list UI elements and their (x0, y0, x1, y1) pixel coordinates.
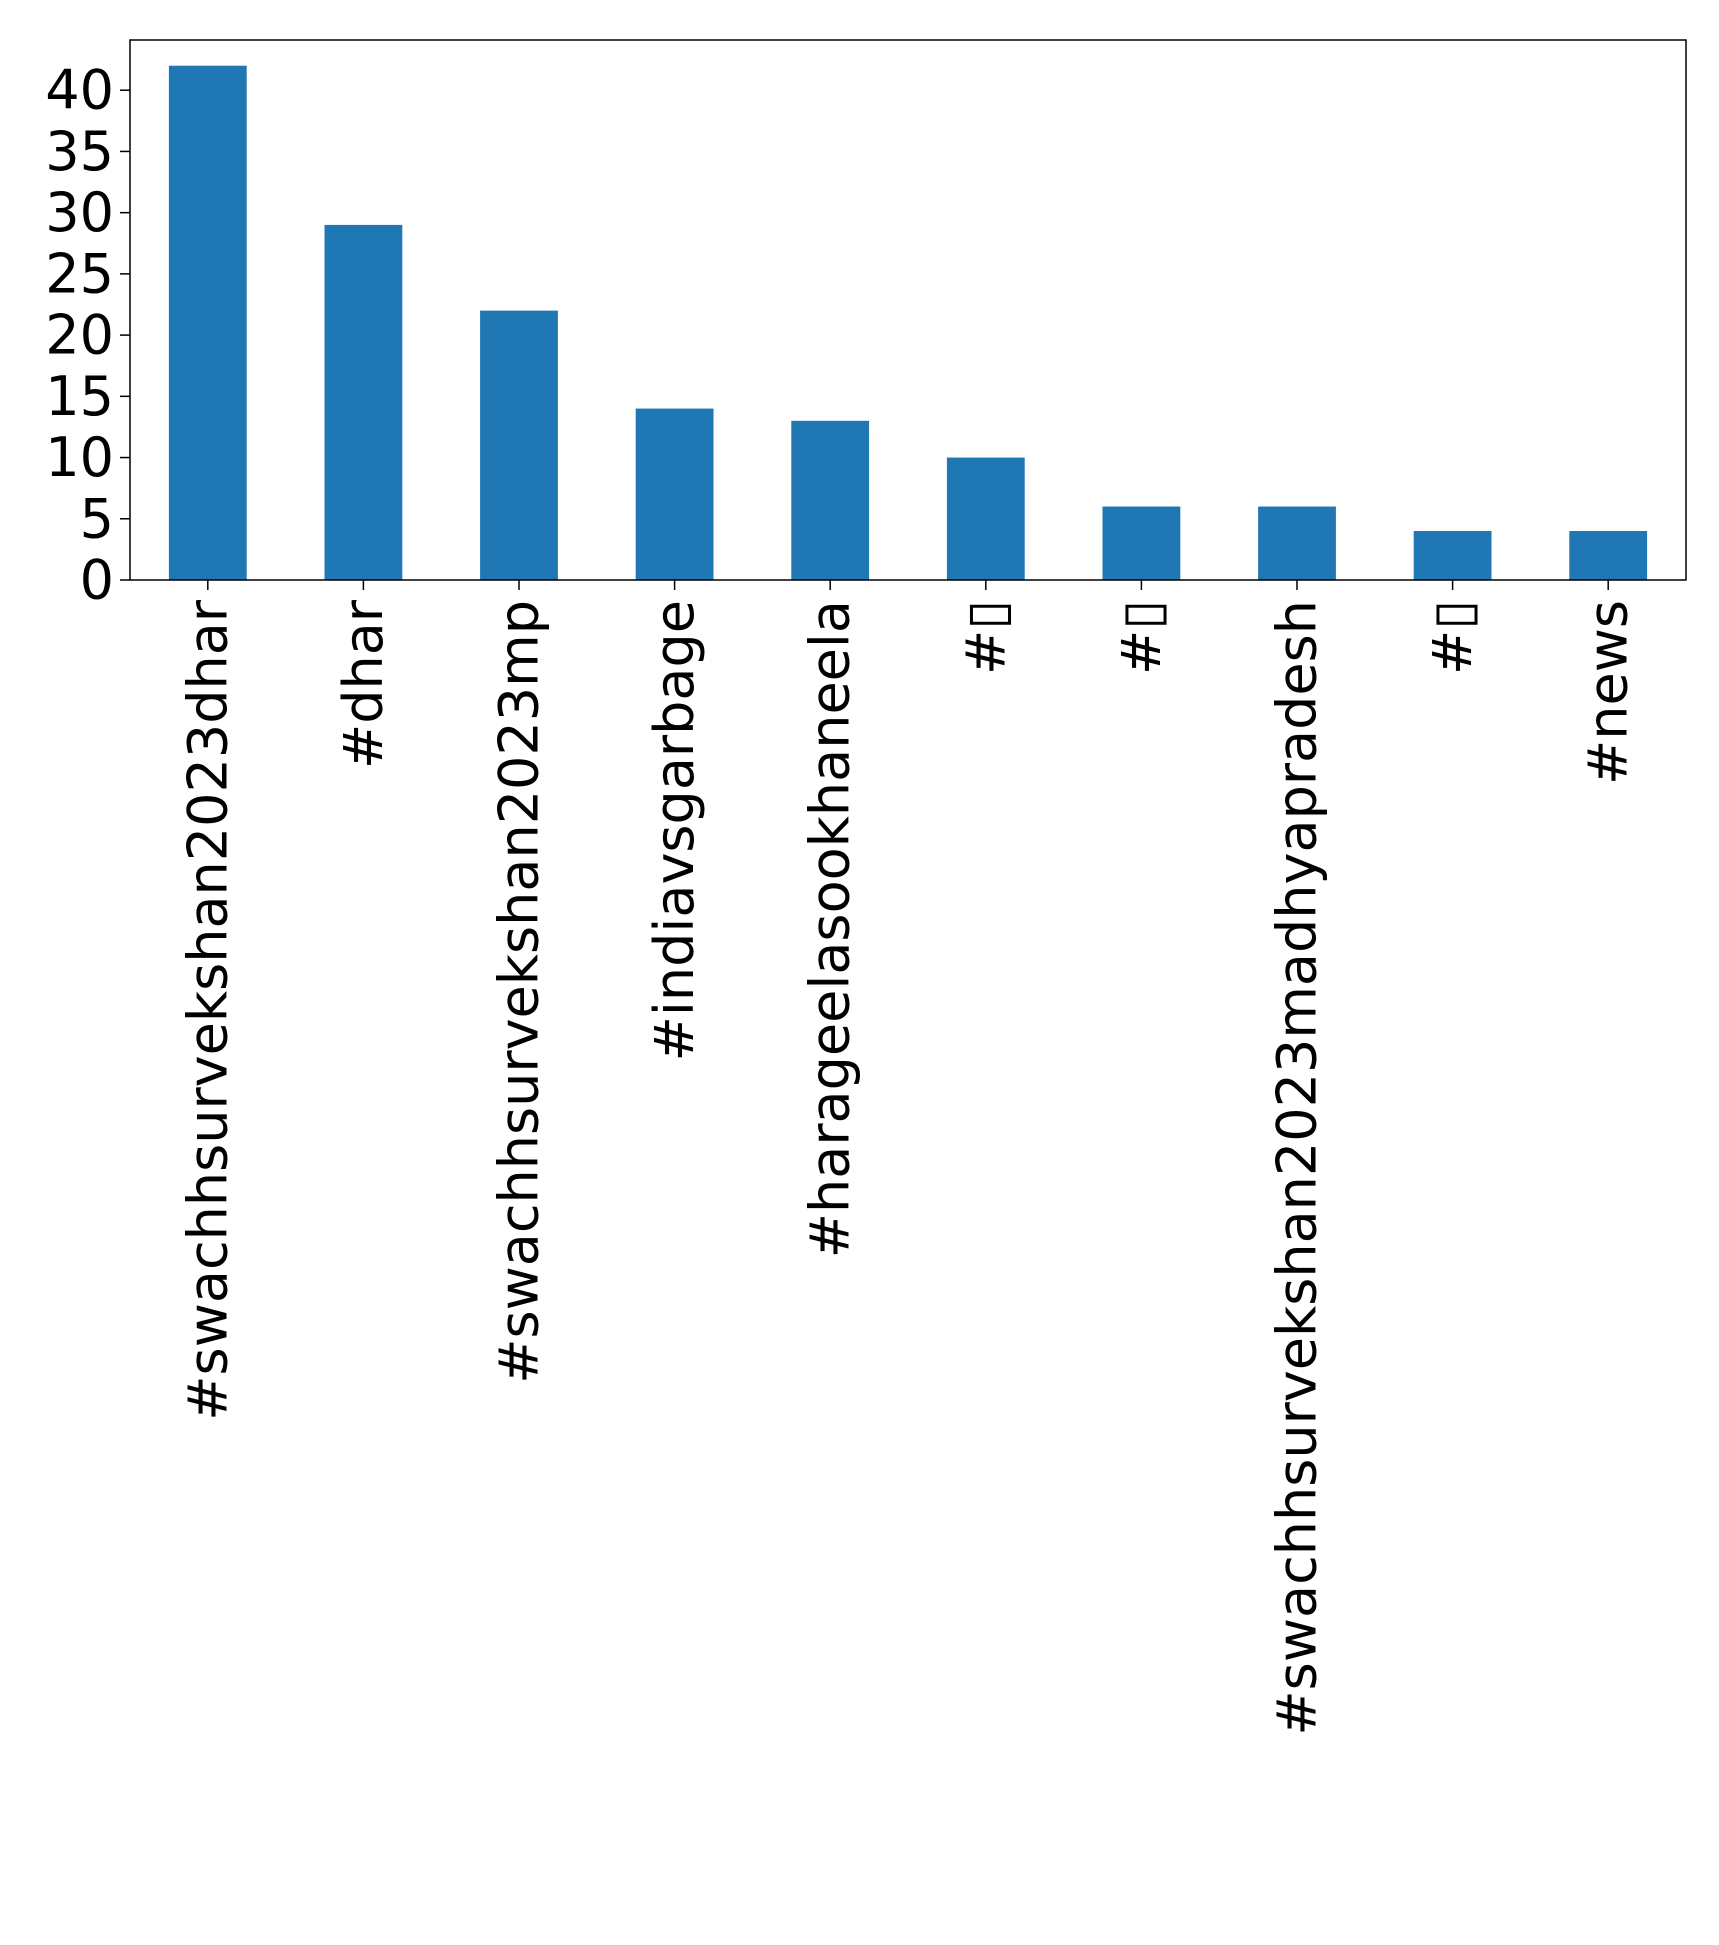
bars-layer (168, 65, 1648, 581)
bar (1413, 531, 1492, 580)
x-tick-label: #swachhsurvekshan2023mp (488, 600, 551, 1384)
x-tick-label: #dhar (332, 599, 395, 769)
bar (946, 457, 1025, 580)
y-tick-label: 15 (45, 365, 114, 428)
y-tick-label: 25 (45, 242, 114, 305)
y-tick-label: 30 (45, 181, 114, 244)
x-tick-label: #news (1577, 600, 1640, 785)
plot-frame (129, 39, 1687, 581)
x-axis: #swachhsurvekshan2023dhar #dhar #swachhsur… (176, 580, 1640, 1736)
bar (791, 420, 870, 580)
bar (1569, 531, 1648, 580)
x-tick-label: #▯ (1421, 600, 1484, 675)
x-tick-label: #indiavsgarbage (643, 600, 706, 1061)
y-tick-label: 20 (45, 304, 114, 367)
y-tick-label: 5 (80, 487, 114, 550)
bar (1102, 506, 1181, 580)
x-tick-label: #swachhsurvekshan2023madhyapradesh (1266, 600, 1329, 1736)
bar (324, 224, 403, 581)
bar (480, 310, 558, 580)
bar (168, 65, 247, 580)
x-tick-label: #▯ (1110, 600, 1173, 675)
y-tick-label: 10 (45, 426, 114, 489)
x-tick-label: #▯ (954, 600, 1017, 675)
y-tick-label: 40 (45, 59, 114, 122)
x-tick-label: #swachhsurvekshan2023dhar (176, 599, 239, 1420)
y-tick-label: 0 (80, 549, 114, 612)
x-tick-label: #harageelasookhaneela (799, 600, 862, 1258)
bar (1258, 506, 1336, 580)
bar (635, 408, 714, 580)
y-tick-label: 35 (45, 120, 114, 183)
